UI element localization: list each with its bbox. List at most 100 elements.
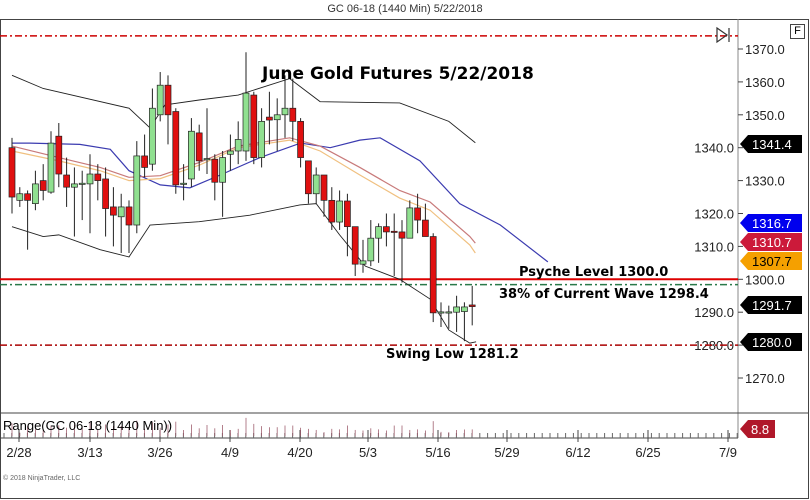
scroll-to-end-icon[interactable] — [716, 26, 730, 44]
candle-up — [453, 306, 460, 313]
candle-down — [8, 147, 16, 198]
candle-down — [110, 206, 117, 216]
price-marker — [740, 333, 802, 351]
candle-up — [47, 142, 55, 193]
price-marker — [740, 135, 802, 153]
chart-frame — [0, 19, 809, 499]
y-tick-label: 1370.0 — [745, 42, 785, 57]
candle-down — [102, 178, 109, 209]
range-marker — [740, 420, 775, 438]
candle-down — [429, 236, 437, 314]
x-tick-label: 4/20 — [287, 445, 312, 460]
price-marker-label: 1307.7 — [752, 254, 792, 269]
candle-down — [141, 155, 148, 168]
candle-down — [351, 226, 359, 265]
x-tick-label: 5/16 — [425, 445, 450, 460]
candle-down — [172, 111, 180, 186]
range-marker-label: 8.8 — [751, 422, 769, 437]
candle-down — [398, 231, 406, 239]
candle-up — [367, 237, 375, 262]
candle-up — [188, 130, 195, 180]
candle-up — [437, 311, 445, 314]
price-marker-label: 1310.7 — [752, 235, 792, 250]
candle-up — [117, 206, 125, 218]
candle-up — [359, 260, 367, 265]
candle-down — [468, 304, 476, 307]
candle-up — [227, 150, 234, 155]
candle-down — [63, 174, 70, 188]
candle-down — [390, 230, 398, 233]
x-tick-label: 2/28 — [6, 445, 31, 460]
candle-down — [55, 135, 63, 175]
x-tick-label: 5/3 — [359, 445, 377, 460]
candle-down — [305, 160, 312, 195]
price-marker — [740, 252, 802, 270]
window-title: GC 06-18 (1440 Min) 5/22/2018 — [327, 3, 483, 15]
x-tick-label: 5/29 — [494, 445, 519, 460]
candle-down — [320, 174, 328, 201]
price-marker — [740, 296, 802, 314]
candle-down — [422, 219, 429, 237]
y-tick-label: 1340.0 — [694, 141, 734, 156]
candle-up — [219, 157, 226, 183]
candle-up — [156, 84, 164, 116]
price-marker-label: 1280.0 — [752, 335, 792, 350]
x-tick-label: 6/12 — [565, 445, 590, 460]
candle-up — [375, 226, 382, 239]
y-tick-label: 1320.0 — [694, 207, 734, 222]
price-marker-label: 1291.7 — [752, 298, 792, 313]
candle-up — [149, 107, 156, 165]
candle-up — [445, 311, 453, 314]
y-tick-label: 1270.0 — [745, 371, 785, 386]
fib-level-label: 38% of Current Wave 1298.4 — [499, 287, 709, 302]
candle-up — [461, 306, 468, 312]
candle-down — [414, 207, 421, 221]
y-tick-label: 1300.0 — [745, 272, 785, 287]
red-ma-line — [11, 137, 476, 244]
candle-down — [125, 206, 133, 226]
price-marker — [740, 214, 802, 232]
candle-up — [234, 139, 242, 152]
upper-band-line — [11, 74, 476, 144]
candle-up — [32, 183, 39, 204]
price-marker-label: 1341.4 — [752, 137, 792, 152]
price-marker — [740, 233, 802, 251]
candle-up — [180, 182, 187, 185]
candle-down — [328, 199, 336, 223]
y-tick-label: 1280.0 — [694, 338, 734, 353]
y-tick-label: 1330.0 — [745, 174, 785, 189]
candle-down — [211, 158, 219, 183]
psyche-level-label: Psyche Level 1300.0 — [519, 265, 668, 280]
x-tick-label: 3/26 — [147, 445, 172, 460]
candle-down — [94, 173, 102, 181]
x-tick-label: 6/25 — [635, 445, 660, 460]
chart-title: June Gold Futures 5/22/2018 — [261, 64, 534, 84]
orange-ma-line — [11, 139, 476, 254]
f-button[interactable]: F — [790, 24, 805, 39]
y-tick-label: 1360.0 — [745, 75, 785, 90]
price-marker-label: 1316.7 — [752, 216, 792, 231]
candle-up — [312, 174, 320, 195]
candle-up — [71, 183, 78, 188]
x-tick-label: 3/13 — [77, 445, 102, 460]
x-tick-label: 7/9 — [719, 445, 737, 460]
candle-down — [164, 84, 172, 116]
candle-up — [336, 200, 343, 223]
candle-up — [16, 193, 24, 201]
x-tick-label: 4/9 — [221, 445, 239, 460]
candle-up — [133, 155, 141, 226]
candle-down — [344, 200, 351, 228]
candle-up — [258, 121, 265, 158]
y-tick-label: 1310.0 — [694, 239, 734, 254]
candle-down — [289, 107, 297, 122]
candle-down — [383, 226, 390, 233]
candle-down — [195, 132, 203, 162]
candle-up — [203, 158, 211, 161]
candle-up — [242, 92, 250, 152]
candle-up — [78, 182, 86, 185]
candle-up — [281, 107, 289, 116]
candle-down — [297, 121, 304, 158]
y-tick-label: 1350.0 — [745, 108, 785, 123]
copyright-text: © 2018 NinjaTrader, LLC — [3, 474, 80, 482]
